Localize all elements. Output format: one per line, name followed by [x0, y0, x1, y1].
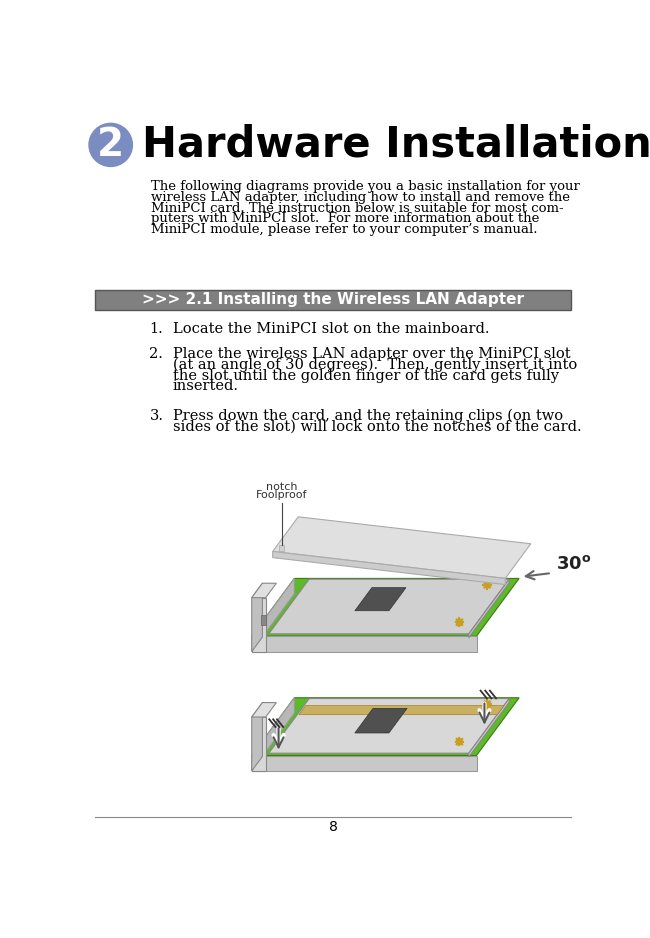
- Text: 3.: 3.: [150, 409, 163, 423]
- Polygon shape: [252, 579, 294, 652]
- Text: $\mathbf{30^o}$: $\mathbf{30^o}$: [556, 554, 591, 573]
- Text: Press down the card, and the retaining clips (on two: Press down the card, and the retaining c…: [173, 409, 563, 423]
- Polygon shape: [252, 583, 263, 652]
- Bar: [95, 290, 571, 310]
- Polygon shape: [252, 698, 294, 771]
- Polygon shape: [252, 703, 276, 717]
- Polygon shape: [252, 698, 519, 755]
- Text: Foolproof: Foolproof: [256, 490, 307, 500]
- Text: sides of the slot) will lock onto the notches of the card.: sides of the slot) will lock onto the no…: [173, 419, 581, 433]
- Circle shape: [456, 738, 463, 745]
- Polygon shape: [469, 699, 509, 757]
- Text: inserted.: inserted.: [173, 379, 239, 393]
- Polygon shape: [252, 598, 266, 652]
- Text: Locate the MiniPCI slot on the mainboard.: Locate the MiniPCI slot on the mainboard…: [173, 322, 489, 336]
- Circle shape: [89, 123, 133, 166]
- Text: (at an angle of 30 degrees).  Then, gently insert it into: (at an angle of 30 degrees). Then, gentl…: [173, 358, 577, 372]
- Text: MiniPCI module, please refer to your computer’s manual.: MiniPCI module, please refer to your com…: [151, 223, 538, 235]
- Text: Place the wireless LAN adapter over the MiniPCI slot: Place the wireless LAN adapter over the …: [173, 347, 570, 361]
- Text: Hardware Installation: Hardware Installation: [142, 124, 650, 166]
- Circle shape: [484, 582, 490, 588]
- Circle shape: [456, 619, 463, 626]
- Text: wireless LAN adapter, including how to install and remove the: wireless LAN adapter, including how to i…: [151, 191, 570, 204]
- Polygon shape: [355, 708, 407, 733]
- Polygon shape: [269, 579, 509, 634]
- Text: The following diagrams provide you a basic installation for your: The following diagrams provide you a bas…: [151, 180, 580, 193]
- Polygon shape: [355, 587, 406, 611]
- Polygon shape: [261, 615, 266, 625]
- Polygon shape: [252, 717, 266, 771]
- Text: 2.: 2.: [150, 347, 163, 361]
- Text: >>> 2.1 Installing the Wireless LAN Adapter: >>> 2.1 Installing the Wireless LAN Adap…: [142, 292, 524, 307]
- Polygon shape: [469, 579, 509, 638]
- Polygon shape: [279, 545, 284, 552]
- Text: 1.: 1.: [150, 322, 163, 336]
- Polygon shape: [298, 584, 500, 594]
- Text: the slot until the golden finger of the card gets fully: the slot until the golden finger of the …: [173, 369, 559, 383]
- Polygon shape: [273, 517, 531, 579]
- Polygon shape: [252, 636, 476, 652]
- Polygon shape: [252, 579, 519, 636]
- Polygon shape: [252, 583, 276, 598]
- Polygon shape: [269, 699, 509, 753]
- Polygon shape: [299, 705, 504, 715]
- Polygon shape: [273, 552, 505, 584]
- Circle shape: [484, 701, 490, 707]
- Text: 2: 2: [97, 126, 124, 164]
- Polygon shape: [252, 703, 263, 771]
- Text: notch: notch: [266, 482, 298, 492]
- Text: puters with MiniPCI slot.  For more information about the: puters with MiniPCI slot. For more infor…: [151, 212, 540, 225]
- Text: 8: 8: [329, 820, 337, 834]
- Polygon shape: [252, 755, 476, 771]
- Text: MiniPCI card. The instruction below is suitable for most com-: MiniPCI card. The instruction below is s…: [151, 202, 564, 215]
